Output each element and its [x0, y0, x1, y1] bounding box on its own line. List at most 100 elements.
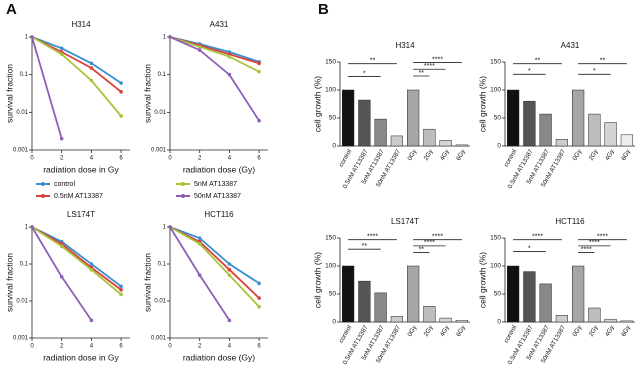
significance-label: ****: [367, 234, 378, 241]
y-axis-label: cell growth (%): [477, 252, 487, 308]
point: [257, 61, 261, 66]
x-axis-label: radiation dose in Gy: [43, 164, 119, 174]
point: [89, 318, 94, 323]
legend-label: 0.5nM AT13387: [54, 193, 103, 200]
x-tick-label: 4Gy: [439, 148, 451, 162]
bar: [523, 100, 536, 147]
x-tick-label: 2: [198, 156, 202, 162]
point: [227, 318, 232, 323]
y-tick-label: 1: [163, 35, 167, 41]
significance-label: ****: [597, 234, 608, 241]
point: [89, 78, 94, 83]
x-tick-label: 6Gy: [455, 148, 467, 162]
y-tick-label: 0.001: [13, 148, 29, 154]
y-tick-label: 150: [325, 59, 336, 66]
y-tick-label: 150: [490, 59, 501, 66]
point: [89, 66, 94, 70]
point: [168, 225, 172, 229]
x-axis-label: radiation dose (Gy): [183, 164, 255, 174]
x-tick-label: 4: [90, 344, 94, 350]
y-tick-label: 0: [497, 143, 501, 150]
y-tick-label: 1: [25, 35, 29, 41]
bar: [342, 265, 355, 323]
y-tick-label: 150: [490, 235, 501, 242]
legend-label: 5nM AT13387: [194, 181, 237, 188]
x-tick-label: 4: [90, 156, 94, 162]
point: [89, 267, 94, 272]
significance-label: **: [370, 58, 376, 65]
point: [227, 267, 232, 272]
y-tick-label: 100: [325, 263, 336, 270]
x-tick-label: 2Gy: [423, 324, 435, 338]
point: [59, 52, 64, 56]
y-tick-label: 50: [494, 115, 502, 122]
point: [227, 54, 232, 59]
y-tick-label: 0.1: [20, 262, 29, 268]
bar: [342, 89, 355, 147]
significance-label: ****: [432, 234, 443, 241]
bar: [604, 318, 617, 323]
bar: [539, 113, 552, 147]
significance-label: *: [593, 68, 596, 75]
bar: [620, 320, 633, 323]
bar: [390, 135, 403, 147]
y-axis-label: survival fraction: [4, 64, 14, 123]
bar: [588, 113, 601, 147]
bar: [390, 316, 403, 323]
x-tick-label: 2: [60, 156, 64, 162]
chart-title: LS174T: [391, 217, 419, 226]
significance-label: ****: [432, 56, 443, 63]
y-tick-label: 0.1: [158, 262, 167, 268]
bar: [539, 283, 552, 323]
point: [30, 225, 34, 229]
bar: [358, 99, 371, 147]
bar: [455, 320, 468, 323]
x-tick-label: 2Gy: [423, 148, 435, 162]
bar: [423, 128, 436, 147]
x-tick-label: 0: [168, 344, 172, 350]
y-tick-label: 0.01: [154, 299, 166, 305]
y-tick-label: 50: [329, 115, 337, 122]
bar: [620, 134, 633, 147]
y-tick-label: 0: [332, 143, 336, 150]
point: [119, 288, 123, 292]
chart-title: A431: [561, 41, 580, 50]
x-tick-label: 0Gy: [571, 324, 583, 338]
point: [59, 244, 64, 249]
significance-label: *: [363, 70, 366, 77]
y-axis-label: cell growth (%): [312, 252, 322, 308]
chart-title: HCT116: [204, 210, 234, 219]
significance-label: **: [362, 243, 368, 250]
x-tick-label: 0Gy: [571, 148, 583, 162]
series-line: [31, 36, 122, 117]
chart-title: A431: [210, 20, 229, 29]
y-axis-label: survival fraction: [4, 253, 14, 312]
legend-marker: [181, 194, 185, 198]
x-tick-label: 0Gy: [406, 148, 418, 162]
y-axis-label: survival fraction: [142, 253, 152, 312]
bar: [374, 118, 387, 147]
x-tick-label: 6Gy: [620, 148, 632, 162]
bar: [507, 265, 520, 323]
bar: [604, 122, 617, 147]
significance-label: **: [419, 70, 425, 77]
series-line: [169, 226, 260, 299]
point: [257, 281, 261, 286]
series-line: [169, 36, 260, 122]
x-tick-label: 2Gy: [588, 148, 600, 162]
y-tick-label: 0.001: [151, 336, 167, 342]
x-tick-label: 2: [60, 344, 64, 350]
legend-marker: [41, 194, 45, 198]
point: [59, 46, 64, 51]
point: [89, 61, 94, 66]
series-line: [169, 36, 260, 73]
bar: [439, 140, 452, 147]
series-line: [169, 226, 260, 308]
chart-title: H314: [395, 41, 415, 50]
point: [30, 35, 34, 39]
x-tick-label: 6: [119, 344, 123, 350]
series-line: [31, 226, 122, 288]
chart-title: H314: [71, 20, 91, 29]
bar: [572, 89, 585, 147]
